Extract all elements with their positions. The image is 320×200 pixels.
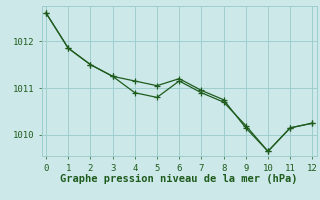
X-axis label: Graphe pression niveau de la mer (hPa): Graphe pression niveau de la mer (hPa) [60,174,298,184]
